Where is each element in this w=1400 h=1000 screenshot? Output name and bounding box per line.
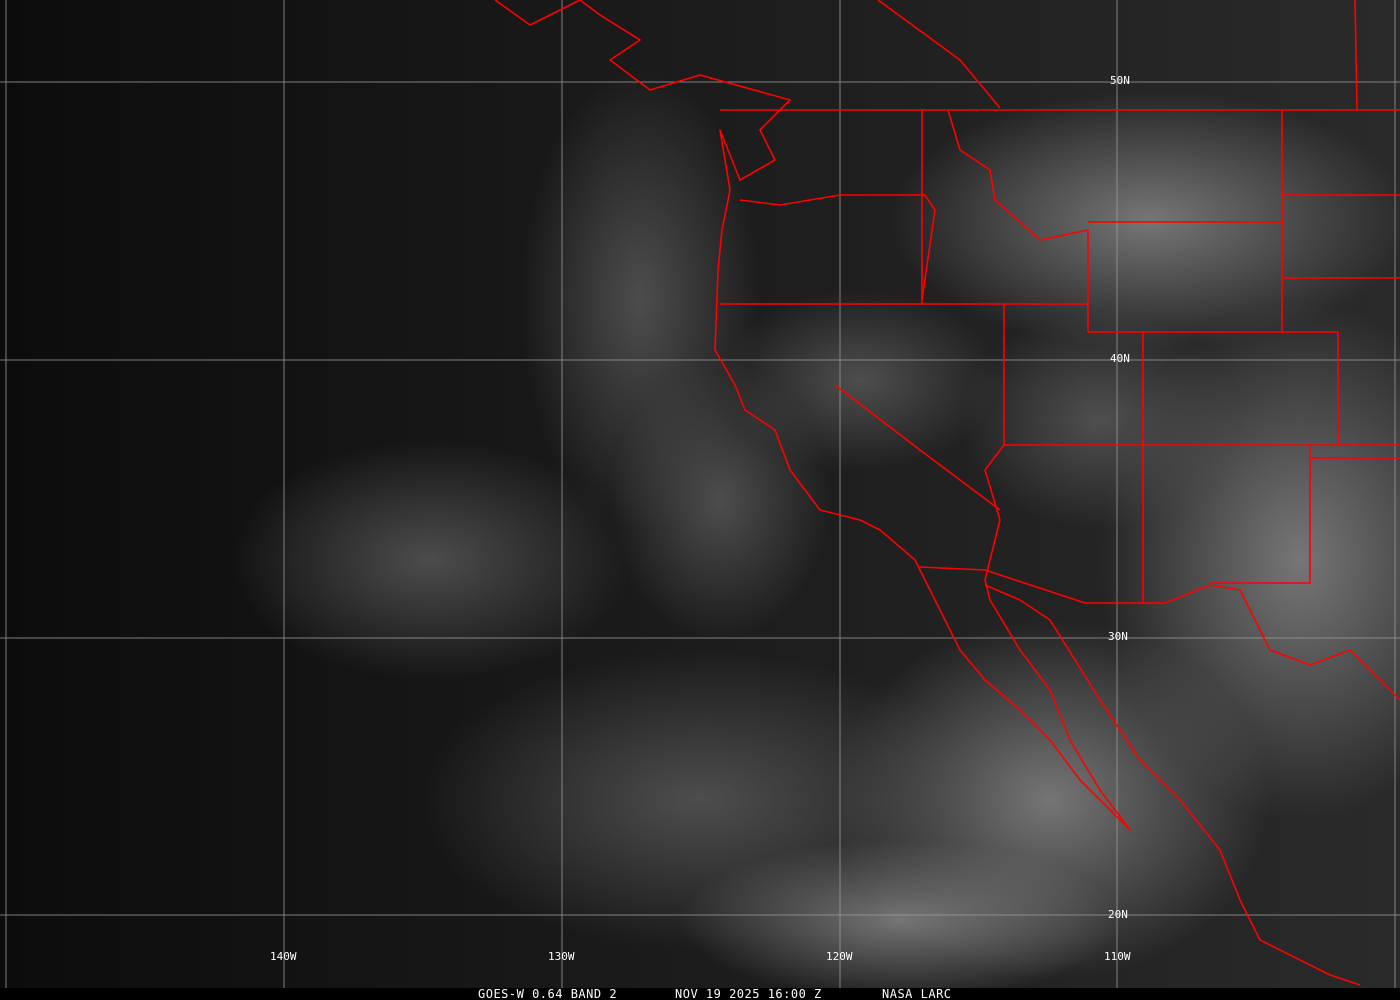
state-borders xyxy=(720,0,1400,603)
lon-label-130w: 130W xyxy=(548,950,575,963)
lon-label-140w: 140W xyxy=(270,950,297,963)
mexico-coastline xyxy=(984,584,1361,986)
caption-source: NASA LARC xyxy=(882,987,952,1000)
caption-product: GOES-W 0.64 BAND 2 xyxy=(478,987,618,1000)
caption-datetime: NOV 19 2025 16:00 Z xyxy=(675,987,822,1000)
lon-label-110w: 110W xyxy=(1104,950,1131,963)
us-mexico-border xyxy=(919,566,1400,701)
lon-label-120w: 120W xyxy=(826,950,853,963)
lat-label-20n: 20N xyxy=(1108,908,1128,921)
pacific-coastline xyxy=(494,0,1131,831)
lat-label-40n: 40N xyxy=(1110,352,1130,365)
lat-label-50n: 50N xyxy=(1110,74,1130,87)
cloud-cover xyxy=(230,70,1400,1000)
caption-bar: GOES-W 0.64 BAND 2 NOV 19 2025 16:00 Z N… xyxy=(0,987,1400,1000)
lat-label-30n: 30N xyxy=(1108,630,1128,643)
